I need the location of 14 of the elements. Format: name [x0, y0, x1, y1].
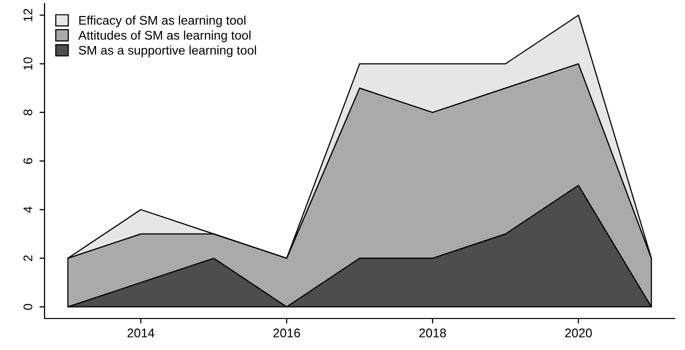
x-tick-label: 2020 — [565, 328, 592, 338]
legend-label: Efficacy of SM as learning tool — [79, 16, 246, 28]
legend-label: SM as a supportive learning tool — [78, 46, 256, 58]
y-tick-label: 2 — [23, 255, 32, 262]
legend-label: Attitudes of SM as learning tool — [78, 30, 250, 42]
x-tick-label: 2018 — [419, 328, 446, 338]
x-tick-label: 2014 — [128, 328, 154, 338]
y-tick-label: 12 — [23, 8, 32, 22]
y-tick-label: 10 — [23, 57, 32, 70]
y-tick-label: 6 — [23, 158, 32, 164]
x-tick-label: 2016 — [273, 328, 300, 338]
y-tick-label: 4 — [24, 206, 32, 213]
y-tick-label: 8 — [23, 109, 32, 116]
y-tick-label: 0 — [23, 304, 32, 310]
